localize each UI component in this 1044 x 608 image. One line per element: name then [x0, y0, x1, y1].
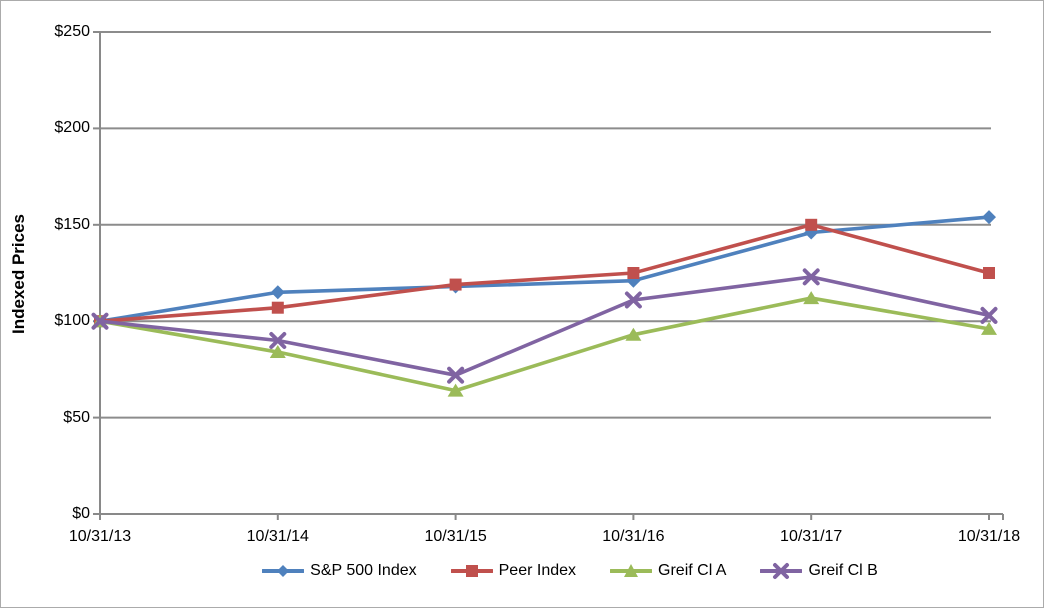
series-line-s-p-500-index [98, 215, 991, 324]
series-peer-index-marker-square [271, 301, 284, 314]
x-tick-label: 10/31/15 [424, 528, 487, 545]
series-peer-index-marker-square [627, 267, 640, 279]
series-greif-cl-b-marker-x [980, 306, 998, 324]
series-line-greif-cl-b [98, 275, 991, 377]
legend-triangle-icon [610, 564, 653, 577]
x-tick-label: 10/31/13 [68, 528, 132, 545]
series-greif-cl-a-marker-triangle [269, 345, 286, 359]
series-greif-cl-b-marker-x [269, 331, 287, 349]
series-greif-cl-a-marker-triangle [803, 291, 820, 305]
y-axis-title: Indexed Prices [9, 214, 28, 335]
legend-square-icon [450, 565, 493, 577]
legend-item-greif-cl-b: Greif Cl B [760, 562, 878, 580]
x-tick-label: 10/31/16 [602, 528, 665, 545]
series-line-peer-index [98, 223, 991, 324]
series-greif-cl-b-marker-x [447, 366, 465, 384]
legend-item-peer-index: Peer Index [450, 562, 577, 580]
series-s-p-500-index-marker-diamond [982, 210, 996, 225]
y-tick-label: $250 [54, 23, 90, 40]
series-greif-cl-b-marker-x [802, 268, 820, 286]
legend-label: S&P 500 Index [310, 562, 417, 579]
y-tick-label: $50 [63, 408, 90, 426]
y-tick-label: $150 [54, 215, 90, 233]
series-greif-cl-a-marker-triangle [981, 321, 997, 335]
series-greif-cl-a-marker-triangle [625, 327, 642, 341]
series-peer-index-marker-square [449, 278, 462, 291]
series-s-p-500-index-marker-diamond [270, 285, 285, 300]
x-tick-label: 10/31/14 [246, 528, 309, 545]
legend-item-s-p-500-index: S&P 500 Index [262, 562, 417, 580]
legend-diamond-icon [262, 565, 305, 577]
y-tick-label: $0 [72, 505, 90, 522]
y-tick-label: $200 [54, 119, 90, 137]
legend-x-icon [760, 563, 803, 579]
x-tick-label: 10/31/17 [780, 528, 843, 545]
series-peer-index-marker-square [805, 218, 818, 231]
legend-label: Greif Cl B [808, 562, 878, 579]
series-line-greif-cl-a [98, 296, 991, 393]
series-peer-index-marker-square [983, 267, 995, 279]
y-tick-label: $100 [54, 312, 90, 330]
series-greif-cl-b-marker-x [91, 312, 109, 330]
series-greif-cl-a-marker-triangle [447, 383, 464, 397]
legend-label: Peer Index [498, 562, 577, 579]
legend-label: Greif Cl A [658, 562, 727, 579]
legend-item-greif-cl-a: Greif Cl A [610, 562, 726, 580]
series-greif-cl-b-marker-x [624, 291, 642, 309]
x-tick-label: 10/31/18 [957, 528, 1021, 545]
chart-legend: S&P 500 Index Peer Index Greif Cl A Greif C… [1, 562, 1043, 580]
